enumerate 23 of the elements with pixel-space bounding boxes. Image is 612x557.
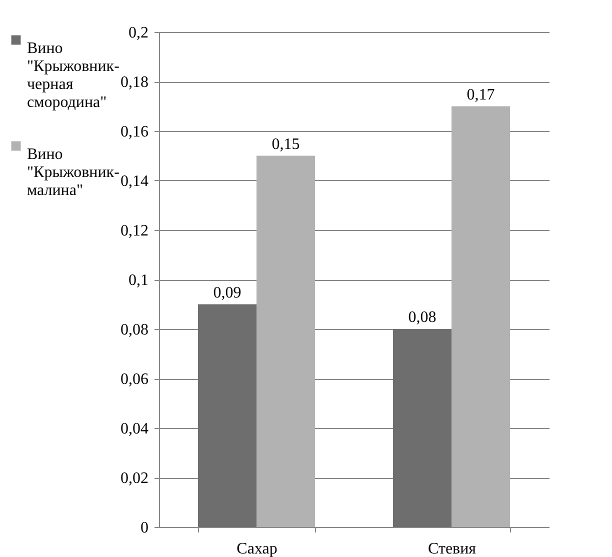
y-tick-label: 0,02	[120, 470, 148, 487]
data-label: 0,08	[408, 309, 436, 326]
legend-label: Вино "Крыжовник-малина"	[27, 146, 120, 199]
y-tick-label: 0,08	[120, 322, 148, 338]
y-tick-label: 0	[140, 520, 148, 536]
y-tick-label: 0,18	[120, 74, 148, 91]
y-tick-label: 0,1	[128, 272, 148, 289]
x-tick-label: Стевия	[428, 540, 477, 557]
data-label: 0,17	[466, 86, 495, 104]
legend-label: Вино "Крыжовник-черная смородина"	[27, 40, 120, 111]
y-tick-label: 0,14	[120, 173, 148, 190]
data-label: 0,15	[272, 136, 300, 153]
y-tick-label: 0,2	[128, 24, 148, 42]
bar	[452, 106, 510, 527]
bar	[198, 304, 256, 527]
x-tick-label: Сахар	[236, 540, 278, 557]
y-tick-label: 0,06	[120, 371, 148, 388]
y-tick-label: 0,16	[120, 124, 148, 140]
data-label: 0,09	[213, 284, 242, 302]
bar	[393, 329, 452, 527]
y-tick-label: 0,12	[120, 222, 148, 240]
y-tick-label: 0,04	[120, 420, 148, 438]
bar	[256, 156, 315, 527]
